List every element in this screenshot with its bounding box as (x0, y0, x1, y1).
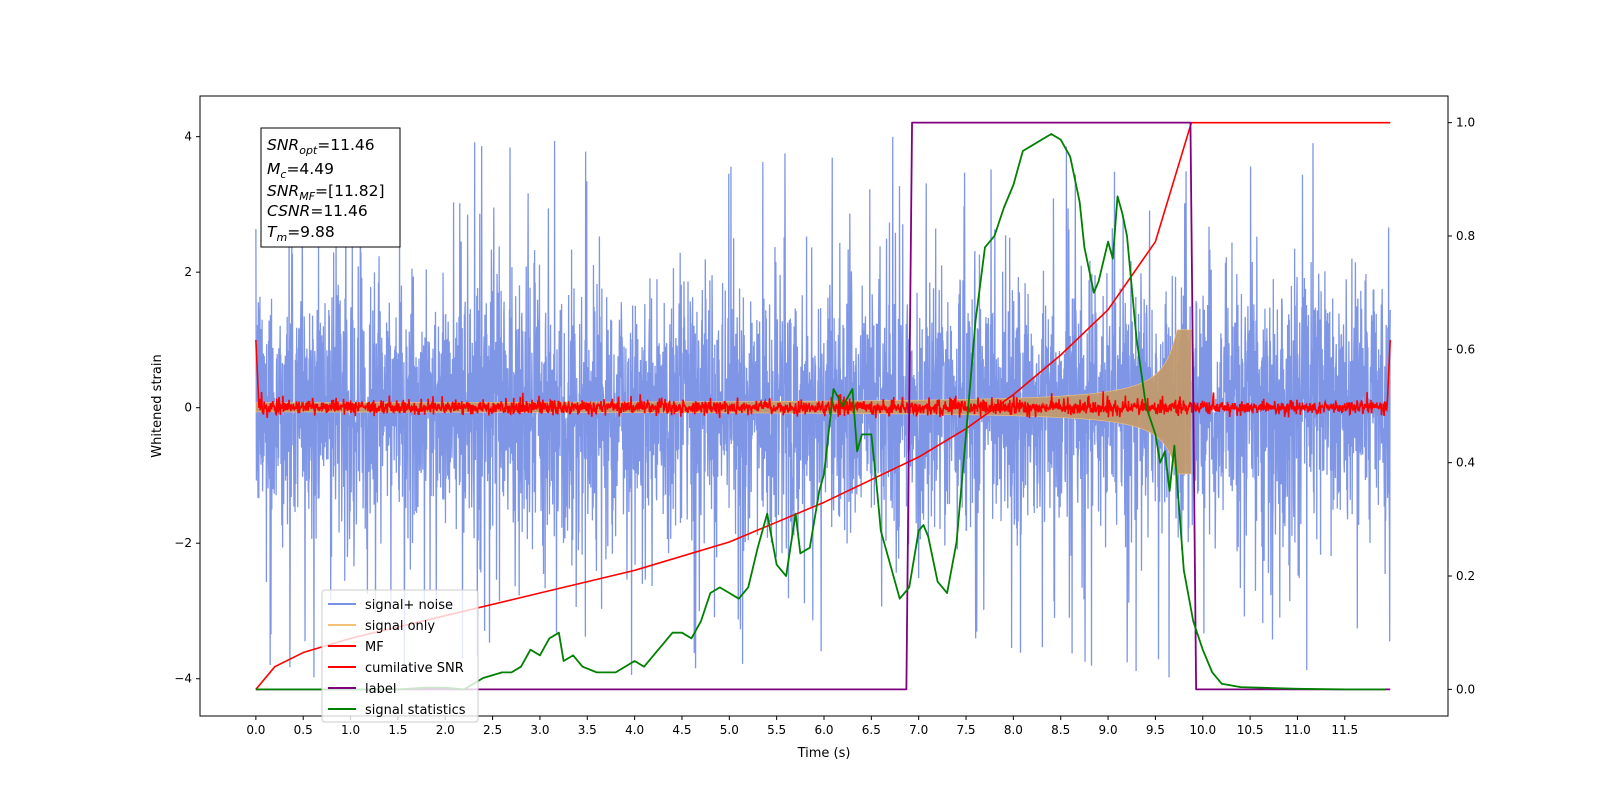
legend: signal+ noise signal only MF cumilative … (321, 589, 479, 723)
x-tick-label: 2.5 (483, 723, 502, 737)
x-tick-label: 11.5 (1331, 723, 1358, 737)
x-tick-label: 7.5 (956, 723, 975, 737)
signal-statistics-line (255, 133, 1386, 691)
legend-item-mf: MF (328, 640, 384, 655)
label-line (255, 121, 1391, 691)
legend-label: signal only (365, 619, 435, 634)
y-right-tick-label: 0.0 (1456, 682, 1475, 696)
series-mf (255, 339, 1392, 419)
legend-item-cumulative-snr: cumilative SNR (328, 661, 464, 676)
y-left-tick-label: 0 (184, 401, 192, 415)
y-right-tick-label: 0.2 (1456, 569, 1475, 583)
annotation-csnr: CSNR=11.46 (267, 202, 368, 220)
plot-area (199, 95, 1449, 717)
x-tick-label: 2.0 (436, 723, 455, 737)
y-left-tick-label: −2 (174, 536, 192, 550)
x-tick-label: 1.0 (341, 723, 360, 737)
annotation-snr-mf: SNRMF=[11.82] (267, 182, 385, 203)
y-right-tick-label: 0.4 (1456, 456, 1475, 470)
x-tick-label: 9.5 (1146, 723, 1165, 737)
legend-label: label (365, 682, 396, 697)
legend-label: signal+ noise (365, 598, 453, 613)
x-tick-label: 0.0 (246, 723, 265, 737)
legend-frame (321, 589, 479, 723)
mf-line (255, 339, 1392, 419)
annotation-snr-opt: SNRopt=11.46 (267, 136, 375, 157)
x-tick-label: 3.5 (578, 723, 597, 737)
y-right-tick-label: 0.6 (1456, 342, 1475, 356)
x-tick-label: 10.5 (1237, 723, 1264, 737)
x-tick-label: 11.0 (1284, 723, 1311, 737)
annotation-box: SNRopt=11.46 Mc=4.49 SNRMF=[11.82] CSNR=… (260, 127, 401, 248)
legend-item-label: label (328, 682, 396, 697)
x-tick-label: 3.0 (530, 723, 549, 737)
x-axis-label: Time (s) (797, 746, 851, 761)
annotation-frame (260, 127, 401, 248)
x-tick-label: 6.5 (862, 723, 881, 737)
y-axis-left-ticks: 4 2 0 −2 −4 (174, 130, 200, 686)
series-signal-statistics (255, 133, 1386, 691)
legend-label: cumilative SNR (365, 661, 464, 676)
x-tick-label: 6.0 (814, 723, 833, 737)
x-tick-label: 5.0 (720, 723, 739, 737)
legend-item-signal-only: signal only (328, 619, 435, 634)
series-label (255, 121, 1391, 691)
x-axis-ticks: 0.0 0.5 1.0 1.5 2.0 2.5 3.0 3.5 4.0 4.5 5.0 5.5 6.0 6… (246, 716, 1358, 737)
x-tick-label: 4.5 (672, 723, 691, 737)
y-right-tick-label: 0.8 (1456, 229, 1475, 243)
x-tick-label: 0.5 (294, 723, 313, 737)
legend-label: signal statistics (365, 703, 466, 718)
x-tick-label: 1.5 (388, 723, 407, 737)
x-tick-label: 4.0 (625, 723, 644, 737)
x-tick-label: 8.5 (1051, 723, 1070, 737)
x-tick-label: 5.5 (767, 723, 786, 737)
y-axis-label: Whitened strain (150, 354, 165, 457)
legend-item-signal-statistics: signal statistics (328, 703, 466, 718)
y-right-tick-label: 1.0 (1456, 116, 1475, 130)
x-tick-label: 8.0 (1004, 723, 1023, 737)
y-axis-right-ticks: 1.0 0.8 0.6 0.4 0.2 0.0 (1448, 116, 1475, 696)
legend-item-signal-plus-noise: signal+ noise (328, 598, 453, 613)
annotation-tm: Tm=9.88 (267, 223, 335, 244)
x-tick-label: 10.0 (1189, 723, 1216, 737)
annotation-mc: Mc=4.49 (267, 160, 334, 181)
legend-label: MF (365, 640, 384, 655)
x-tick-label: 9.0 (1099, 723, 1118, 737)
y-left-tick-label: 4 (184, 130, 192, 144)
y-left-tick-label: −4 (174, 672, 192, 686)
x-tick-label: 7.0 (909, 723, 928, 737)
y-left-tick-label: 2 (184, 265, 192, 279)
